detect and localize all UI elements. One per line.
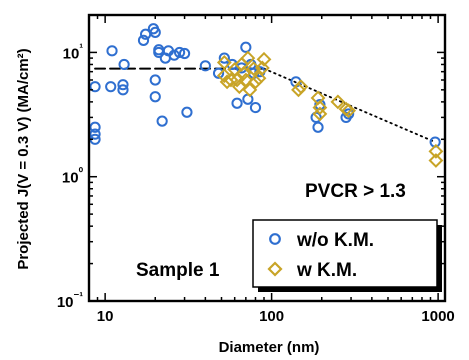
data-point-diamond	[238, 72, 254, 88]
data-point-circle	[240, 41, 252, 53]
data-point-diamond	[341, 103, 357, 119]
data-point-circle	[156, 115, 168, 127]
data-point-circle	[89, 128, 101, 140]
legend-label-series-2: w K.M.	[296, 260, 357, 281]
data-point-circle	[312, 121, 324, 133]
data-point-diamond	[216, 55, 232, 70]
data-point-diamond	[428, 143, 444, 159]
y-tick-label: 10⁰	[62, 167, 84, 187]
data-point-diamond	[223, 72, 239, 88]
data-point-diamond	[240, 50, 256, 66]
data-point-circle	[212, 67, 225, 79]
data-point-diamond	[312, 106, 328, 122]
data-point-circle	[181, 106, 193, 118]
data-point-circle	[117, 84, 129, 96]
legend: w/o K.M. w K.M.	[252, 219, 442, 292]
y-tick-label: 10¹	[63, 42, 84, 62]
data-point-diamond	[293, 79, 309, 95]
legend-box	[252, 219, 438, 288]
x-axis-label: Diameter (nm)	[219, 339, 320, 356]
data-point-diamond	[236, 65, 252, 81]
data-point-circle	[218, 52, 230, 64]
legend-label-series-1: w/o K.M.	[296, 230, 374, 251]
data-point-circle	[117, 79, 129, 91]
data-point-circle	[149, 91, 161, 103]
y-tick-label: 10⁻¹	[57, 291, 83, 311]
legend-marker-diamond	[267, 261, 283, 277]
data-point-diamond	[428, 153, 444, 168]
data-point-diamond	[256, 51, 272, 67]
data-point-circle	[89, 121, 101, 133]
data-point-circle	[149, 74, 161, 86]
chart-marks	[89, 23, 444, 168]
data-point-circle	[231, 97, 243, 109]
data-point-circle	[89, 81, 101, 93]
data-point-circle	[168, 49, 180, 61]
x-tick-label: 100	[259, 308, 284, 325]
data-point-circle	[199, 60, 211, 72]
data-point-circle	[178, 47, 191, 60]
legend-marker-circle	[269, 233, 281, 245]
x-tick-label: 10	[97, 308, 114, 325]
data-point-circle	[105, 81, 117, 93]
data-point-circle	[173, 46, 186, 59]
annotation-pvcr: PVCR > 1.3	[305, 181, 406, 202]
data-point-circle	[242, 93, 254, 105]
data-point-diamond	[248, 74, 263, 90]
data-point-circle	[137, 34, 150, 46]
data-point-diamond	[242, 82, 258, 98]
data-point-circle	[118, 58, 130, 71]
data-point-diamond	[251, 70, 267, 86]
y-axis-label: Projected J(V = 0.3 V) (MA/cm²)	[15, 48, 32, 269]
data-point-circle	[235, 62, 248, 74]
annotation-sample: Sample 1	[136, 260, 220, 281]
data-point-circle	[106, 45, 118, 57]
data-point-diamond	[254, 60, 270, 76]
plot-frame	[87, 13, 447, 303]
data-point-diamond	[216, 68, 232, 84]
data-point-diamond	[291, 82, 306, 98]
chart-ticks: 10 100 1000 10⁻¹ 10⁰ 10¹	[57, 14, 455, 325]
data-point-diamond	[330, 94, 346, 110]
data-point-circle	[249, 101, 262, 114]
data-point-diamond	[312, 100, 328, 115]
x-tick-label: 1000	[421, 308, 454, 325]
data-point-circle	[149, 26, 161, 38]
